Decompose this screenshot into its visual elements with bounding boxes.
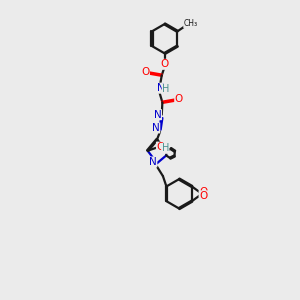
Text: O: O: [199, 187, 208, 197]
Text: O: O: [175, 94, 183, 104]
Text: N: N: [154, 110, 161, 120]
Text: N: N: [157, 83, 165, 93]
Text: O: O: [141, 67, 149, 77]
Text: O: O: [156, 142, 165, 152]
Text: O: O: [160, 59, 169, 69]
Text: N: N: [149, 157, 157, 167]
Text: CH₃: CH₃: [184, 19, 198, 28]
Text: N: N: [152, 123, 160, 133]
Text: O: O: [199, 191, 208, 201]
Text: H: H: [162, 143, 169, 153]
Text: H: H: [162, 84, 169, 94]
